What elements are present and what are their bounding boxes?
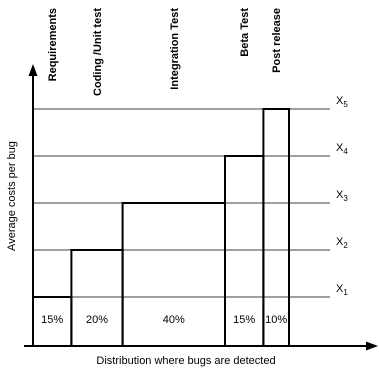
stage-label: Coding /Unit test — [92, 8, 104, 96]
y-level-label: X5 — [336, 95, 348, 109]
share-label: 10% — [265, 314, 287, 326]
labels: X1 X2 X3 X4 X5 15% Requirements 20% Coding /Unit… — [41, 8, 348, 326]
y-level-label: X2 — [336, 236, 348, 250]
stage-label: Post release — [271, 8, 283, 73]
x-axis-arrow-icon — [366, 341, 378, 351]
bars — [32, 108, 290, 346]
stage-bar — [262, 108, 290, 346]
share-label: 40% — [163, 314, 185, 326]
x-axis-title: Distribution where bugs are detected — [96, 355, 275, 367]
y-level-label: X3 — [336, 189, 348, 203]
share-label: 15% — [41, 314, 63, 326]
stage-label: Integration Test — [169, 8, 181, 90]
stage-bar — [70, 249, 124, 346]
y-level-label: X4 — [336, 142, 348, 156]
y-axis-arrow-icon — [28, 64, 38, 76]
axes — [24, 64, 378, 351]
share-label: 20% — [86, 314, 108, 326]
y-level-label: X1 — [336, 283, 348, 297]
stage-label: Requirements — [47, 8, 59, 81]
stage-label: Beta Test — [239, 8, 251, 57]
share-label: 15% — [233, 314, 255, 326]
y-axis-title: Average costs per bug — [6, 141, 18, 251]
